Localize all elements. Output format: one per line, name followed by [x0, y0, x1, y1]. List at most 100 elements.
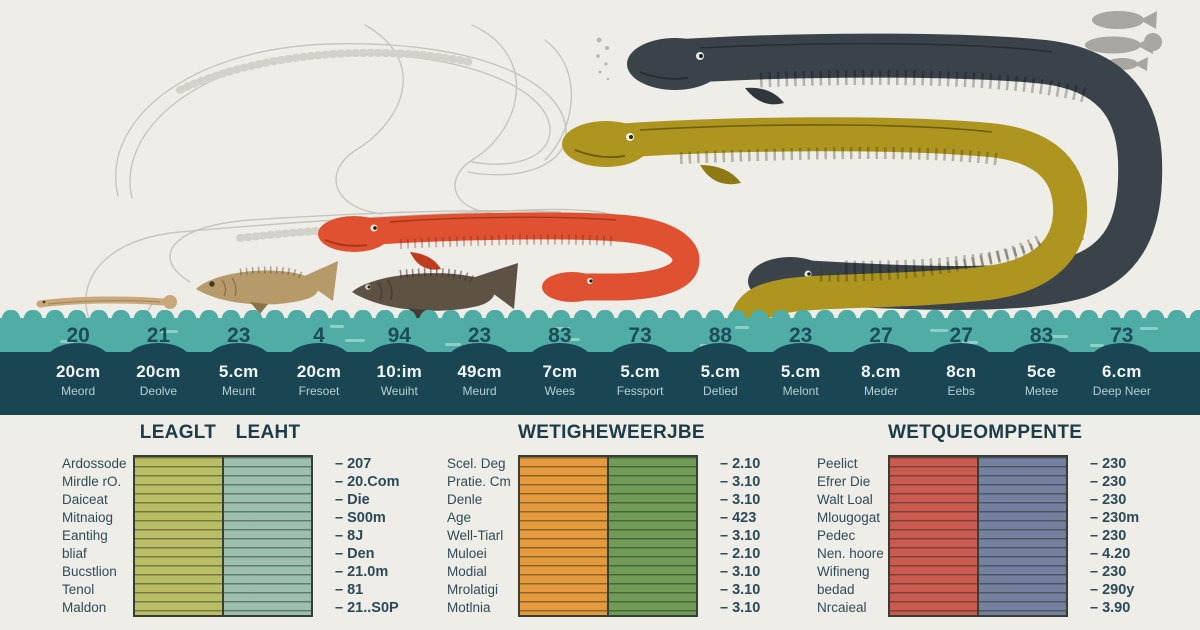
- band-value: 5ce: [1027, 362, 1056, 381]
- band-column: 8cn Eebs: [921, 343, 1001, 415]
- table-weight: WETIGHE WEERJBE Scel. Deg Pratie. Cm Den…: [415, 422, 800, 627]
- band-value: 5.cm: [700, 362, 741, 381]
- table-weight-headers: WETIGHE WEERJBE: [518, 422, 705, 444]
- water-tick: 4: [313, 324, 325, 347]
- band-value: 6.cm: [1102, 362, 1142, 381]
- row-label: Mitnaiog: [62, 510, 114, 525]
- band-value: 8cn: [946, 362, 977, 381]
- water-dash: [160, 330, 178, 333]
- column-header: WETQUE: [888, 422, 974, 443]
- row-value: – S00m: [335, 510, 386, 526]
- row-label: Well-Tiarl: [447, 528, 504, 543]
- table-wetque: WETQUE OMPPENTE Peelict Efrer Die Walt L…: [785, 422, 1170, 627]
- band-label: Metee: [1024, 384, 1059, 398]
- row-value: – 423: [720, 510, 757, 526]
- band-label: Meunt: [222, 384, 256, 398]
- water-dash: [345, 339, 365, 342]
- bubbles-icon: [596, 37, 610, 81]
- water-tick: 83: [548, 324, 572, 347]
- row-label: Eantihg: [62, 528, 108, 543]
- band-value: 20cm: [296, 362, 342, 381]
- row-value: – 230: [1090, 564, 1127, 580]
- band-column: 10:im Weuiht: [359, 343, 439, 415]
- row-value: – 3.10: [720, 528, 761, 544]
- row-label: Nrcaieal: [817, 600, 867, 615]
- water-dash: [1140, 327, 1158, 330]
- band-value: 8.cm: [861, 362, 901, 381]
- row-label: Daiceat: [62, 492, 108, 507]
- band-column: 6.cm Deep Neer: [1082, 343, 1162, 415]
- water-tick: 73: [1110, 324, 1134, 347]
- column-header: WETIGHE: [518, 422, 609, 443]
- row-label: Modial: [447, 564, 487, 579]
- band-column: 20cm Deolve: [118, 343, 198, 415]
- row-value: – 8J: [335, 528, 364, 544]
- row-label: Tenol: [62, 582, 95, 597]
- row-value: – 2.10: [720, 456, 761, 472]
- row-label: Bucstlion: [62, 564, 117, 579]
- row-label: Nen. hoore: [817, 546, 884, 561]
- band-column: 7cm Wees: [520, 343, 600, 415]
- band-label: Wees: [544, 384, 576, 398]
- water-tick-row: 20 21 23 4 94 23 83 73 88 23 27 27 83 73: [0, 318, 1200, 352]
- water-band: 20 21 23 4 94 23 83 73 88 23 27 27 83 73: [0, 310, 1200, 352]
- row-value: – 207: [335, 456, 372, 472]
- row-value: – 230m: [1090, 510, 1140, 526]
- band-label: Meder: [863, 384, 898, 398]
- row-label: Mirdle rO.: [62, 474, 122, 489]
- row-value: – 3.10: [720, 600, 761, 616]
- row-label: bedad: [817, 582, 855, 597]
- water-dash: [1090, 344, 1104, 347]
- row-label: Pedec: [817, 528, 856, 543]
- table-wetque-color-block: [888, 455, 1068, 617]
- eel-olive: [562, 117, 1088, 322]
- fish-school-icon: [1076, 11, 1162, 71]
- band-column: 5.cm Detied: [680, 343, 760, 415]
- water-dash: [930, 329, 948, 332]
- band-label: Fresoet: [298, 384, 340, 398]
- row-label: Age: [447, 510, 472, 525]
- table-length-values: – 207 – 20.Com – Die – S00m – 8J – Den –…: [335, 455, 399, 617]
- row-label: Scel. Deg: [447, 456, 506, 471]
- color-column: [607, 457, 696, 615]
- eel-illustration-area: [36, 11, 1163, 322]
- water-tick: 23: [788, 324, 813, 347]
- band-column: 20cm Fresoet: [279, 343, 359, 415]
- table-weight-values: – 2.10 – 3.10 – 3.10 – 423 – 3.10 – 2.10…: [720, 455, 760, 617]
- row-label: Muloei: [447, 546, 487, 561]
- color-column: [222, 457, 311, 615]
- column-header: OMPPENTE: [973, 422, 1083, 443]
- band-column: 8.cm Meder: [841, 343, 921, 415]
- row-label: Denle: [447, 492, 483, 507]
- row-value: – 3.10: [720, 582, 761, 598]
- row-value: – 3.10: [720, 564, 761, 580]
- water-tick: 23: [467, 324, 492, 347]
- measurement-band: 20cm Meord 20cm Deolve 5.cm Meunt 20cm F…: [0, 343, 1200, 415]
- water-tick: 27: [949, 324, 973, 347]
- row-value: – 4.20: [1090, 546, 1131, 562]
- band-value: 20cm: [136, 362, 181, 381]
- fish-brown: [352, 263, 518, 320]
- row-label: Efrer Die: [817, 474, 871, 489]
- row-value: – 230: [1090, 492, 1127, 508]
- table-weight-labels: Scel. Deg Pratie. Cm Denle Age Well-Tiar…: [447, 455, 511, 617]
- band-value: 5.cm: [780, 362, 821, 381]
- water-dash: [1050, 335, 1068, 338]
- row-value: – 21.0m: [335, 564, 389, 580]
- water-tick: 73: [628, 324, 652, 347]
- row-label: Pratie. Cm: [447, 474, 511, 489]
- water-dash: [735, 326, 749, 329]
- water-tick: 88: [708, 324, 733, 347]
- row-value: – 81: [335, 582, 364, 598]
- color-column: [890, 457, 977, 615]
- band-column: 49cm Meurd: [439, 343, 519, 415]
- row-value: – Den: [335, 546, 375, 562]
- band-label: Meord: [61, 384, 96, 398]
- table-wetque-values: – 230 – 230 – 230 – 230m – 230 – 4.20 – …: [1090, 455, 1139, 617]
- row-label: Motlnia: [447, 600, 491, 615]
- row-label: Maldon: [62, 600, 107, 615]
- row-label: Mlougogat: [817, 510, 881, 525]
- table-weight-color-block: [518, 455, 698, 617]
- table-length-labels: Ardossode Mirdle rO. Daiceat Mitnaiog Ea…: [62, 455, 127, 617]
- band-value: 7cm: [542, 362, 578, 381]
